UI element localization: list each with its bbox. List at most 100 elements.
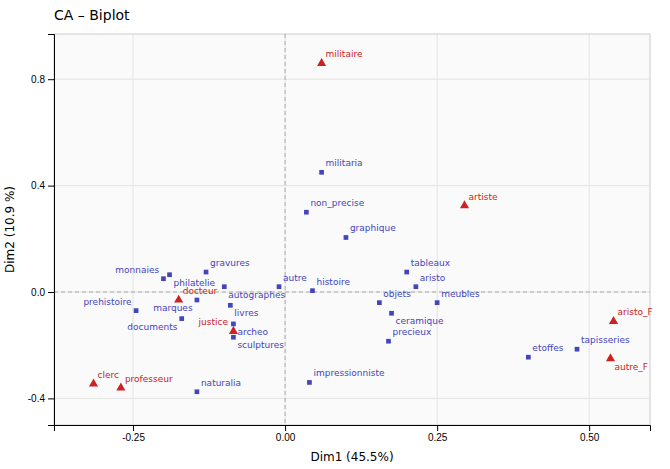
point (386, 339, 391, 344)
point-label: gravures (210, 258, 250, 268)
point-label: graphique (350, 223, 396, 233)
grid (54, 34, 650, 425)
point (222, 284, 227, 289)
point-label: aristo (420, 273, 446, 283)
tick-mark (589, 425, 590, 431)
point (389, 311, 394, 316)
tick-mark (437, 425, 438, 431)
point (344, 235, 349, 240)
point-label: archeo (237, 327, 268, 337)
title: CA – Biplot (54, 7, 130, 23)
tick: 0.25 (428, 425, 448, 443)
tick-mark (48, 398, 54, 399)
tick-mark (285, 425, 286, 431)
x-axis: -0.25 0.00 0.25 0.50 (55, 425, 651, 443)
point-label: meubles (441, 289, 480, 299)
grid-line (54, 79, 650, 80)
point-label: militaire (326, 49, 363, 59)
point-label: tapisseries (581, 335, 630, 345)
point-labels: militaria non_precise graphique tableaux his… (83, 49, 652, 387)
y-axis: -0.4 0.0 0.4 0.8 (28, 35, 55, 426)
tick-label: -0.4 (28, 393, 46, 404)
chart: -0.25 0.00 0.25 0.50 -0.4 0.0 0.4 0.8 militaria n… (0, 0, 670, 469)
point (310, 288, 315, 293)
point-label: autre (283, 273, 307, 283)
point-label: documents (127, 322, 177, 332)
tick: -0.4 (28, 393, 54, 404)
point-label: clerc (98, 370, 119, 380)
grid-line (285, 34, 286, 425)
point-label: professeur (125, 374, 173, 384)
tick-mark (48, 292, 54, 293)
point (307, 380, 312, 385)
point-label: impressionniste (313, 368, 385, 378)
y-axis-label: Dim2 (10.9 %) (3, 186, 17, 273)
point-label: livres (234, 308, 258, 318)
tick-mark (48, 79, 54, 80)
point-label: monnaies (115, 265, 159, 275)
point-label: tableaux (411, 258, 451, 268)
marks (89, 58, 618, 394)
grid-line (589, 34, 590, 425)
zero-line (285, 34, 286, 425)
point (228, 303, 233, 308)
grid-line (54, 185, 650, 186)
point-label: aristo_F (618, 307, 653, 317)
point-label: etoffes (532, 343, 563, 353)
tick: -0.25 (122, 425, 145, 443)
tick-label: 0.50 (580, 432, 600, 443)
point (319, 170, 324, 175)
point (161, 276, 166, 281)
point (231, 335, 236, 340)
axis-line (48, 35, 55, 426)
point-label: histoire (316, 277, 350, 287)
point (179, 316, 184, 321)
grid-line (54, 398, 650, 399)
tick: 0.00 (276, 425, 296, 443)
point (526, 355, 531, 360)
tick-label: -0.25 (122, 432, 145, 443)
tick-label: 0.25 (428, 432, 448, 443)
point-label: docteur (183, 286, 218, 296)
point (277, 284, 282, 289)
tick-mark (48, 186, 54, 187)
point (404, 270, 409, 275)
tick: 0.50 (580, 425, 600, 443)
tick-label: 0.00 (276, 432, 296, 443)
x-axis-label: Dim1 (45.5%) (310, 450, 393, 464)
point (231, 322, 236, 327)
point-label: artiste (469, 192, 498, 202)
tick-label: 0.8 (31, 74, 45, 85)
point-label: marques (153, 303, 193, 313)
point-label: ceramique (396, 316, 444, 326)
point-label: justice (198, 317, 229, 327)
point-label: sculptures (237, 340, 284, 350)
axis-line (55, 426, 651, 432)
point (606, 353, 615, 361)
tick: 0.4 (31, 180, 54, 191)
zero-line (54, 292, 650, 293)
grid-line (133, 34, 134, 425)
tick-label: 0.4 (31, 180, 45, 191)
plot: -0.25 0.00 0.25 0.50 -0.4 0.0 0.4 0.8 militaria n… (28, 34, 653, 443)
point (414, 284, 419, 289)
point-label: non_precise (310, 198, 364, 208)
point-label: naturalia (201, 378, 241, 388)
tick-mark (133, 425, 134, 431)
grid-line (437, 34, 438, 425)
point (195, 389, 200, 394)
point (377, 300, 382, 305)
tick: 0.0 (31, 287, 54, 298)
point (134, 308, 139, 313)
point-label: militaria (326, 158, 363, 168)
point (435, 300, 440, 305)
point-label: precieux (392, 327, 431, 337)
tick-label: 0.0 (31, 287, 45, 298)
point (304, 210, 309, 215)
point-label: autre_F (614, 362, 647, 372)
point-label: prehistoire (83, 297, 132, 307)
point (167, 272, 172, 277)
plot-frame (54, 34, 650, 425)
tick: 0.8 (31, 74, 54, 85)
grid-line (54, 292, 650, 293)
